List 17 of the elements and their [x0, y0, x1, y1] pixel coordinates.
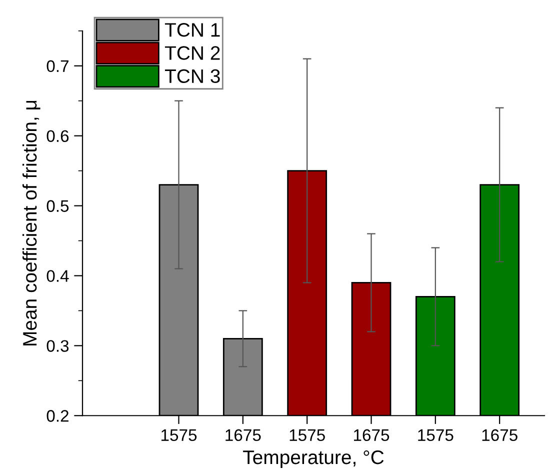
x-tick-label: 1675	[354, 429, 390, 442]
y-tick-label: 0.2	[46, 410, 68, 422]
y-axis-title: Mean coefficient of friction, μ	[22, 100, 40, 346]
x-axis-title: Temperature, °C	[243, 450, 384, 468]
legend-label: TCN 2	[164, 46, 220, 60]
legend-label: TCN 1	[164, 22, 220, 37]
y-tick-label: 0.7	[46, 60, 68, 72]
x-tick-label: 1575	[290, 429, 325, 442]
y-tick-label: 0.4	[46, 270, 69, 282]
x-tick-label: 1575	[418, 429, 454, 442]
y-tick-label: 0.6	[46, 130, 69, 142]
x-tick-label: 1675	[226, 429, 261, 442]
x-tick-label: 1575	[161, 429, 197, 442]
y-tick-label: 0.3	[46, 340, 69, 352]
x-tick-label: 1675	[482, 429, 518, 442]
y-tick-label: 0.5	[46, 200, 69, 212]
legend-label: TCN 3	[164, 69, 220, 84]
